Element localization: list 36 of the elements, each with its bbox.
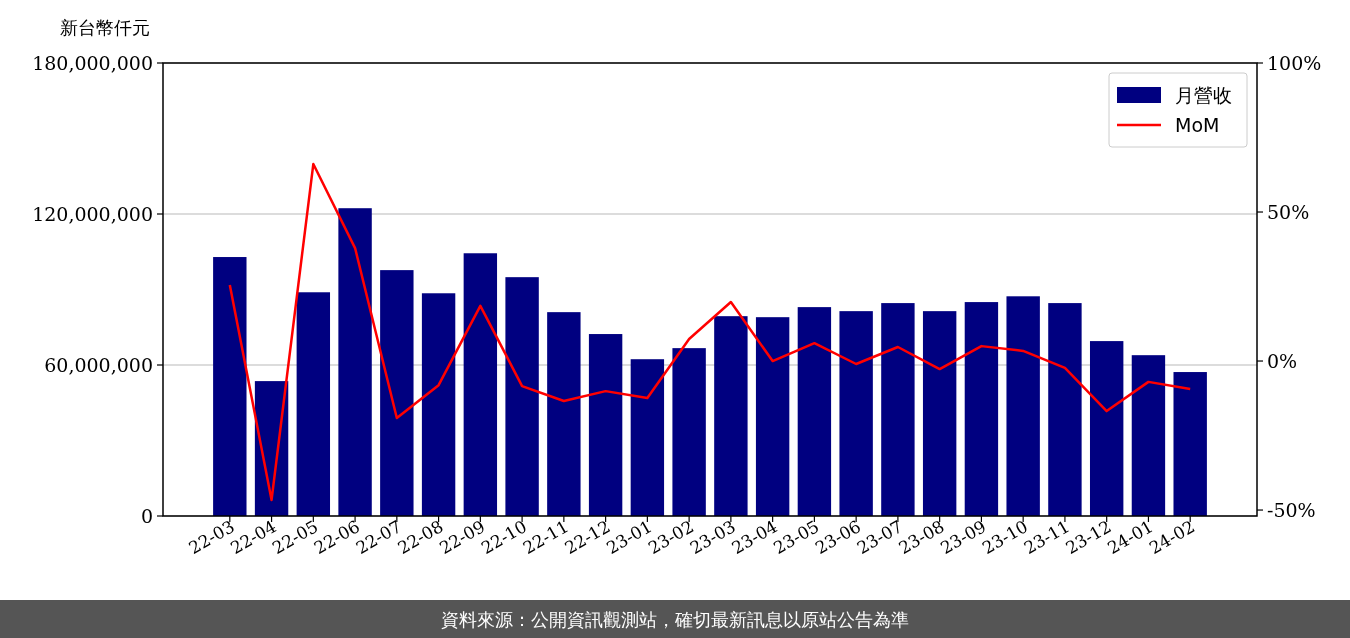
y-tick-label: 0	[140, 505, 153, 527]
bar	[964, 302, 999, 516]
legend-label: 月營收	[1175, 84, 1232, 106]
bar	[839, 311, 873, 516]
bar	[1173, 372, 1207, 516]
bar	[672, 348, 706, 516]
y2-tick-label: -50%	[1267, 499, 1316, 522]
bar	[547, 312, 581, 516]
bar	[922, 311, 957, 516]
bar	[463, 253, 498, 516]
bar	[296, 292, 331, 516]
legend-label: MoM	[1175, 114, 1220, 136]
y-tick-label: 120,000,000	[32, 203, 153, 225]
bar	[213, 257, 247, 516]
line-series	[228, 162, 1192, 502]
bar	[338, 208, 372, 516]
y2-tick-label: 50%	[1267, 201, 1310, 224]
bar	[797, 307, 832, 516]
bar	[588, 334, 623, 516]
bar	[1006, 296, 1040, 516]
bar	[380, 270, 414, 516]
y2-tick-label: 0%	[1267, 350, 1298, 373]
y-tick-label: 180,000,000	[32, 52, 153, 74]
source-note: 資料來源：公開資訊觀測站，確切最新訊息以原站公告為準	[441, 609, 909, 630]
y2-tick-label: 100%	[1267, 52, 1322, 74]
bar	[1048, 303, 1082, 516]
bar	[421, 293, 456, 516]
bar	[714, 316, 748, 516]
y-axis-title: 新台幣仟元	[60, 17, 150, 38]
bar	[755, 317, 790, 516]
bar	[630, 359, 665, 516]
y-tick-label: 60,000,000	[44, 354, 153, 376]
bar	[1089, 341, 1124, 516]
bar	[505, 277, 539, 516]
bar	[1131, 355, 1166, 516]
bar	[881, 303, 915, 516]
